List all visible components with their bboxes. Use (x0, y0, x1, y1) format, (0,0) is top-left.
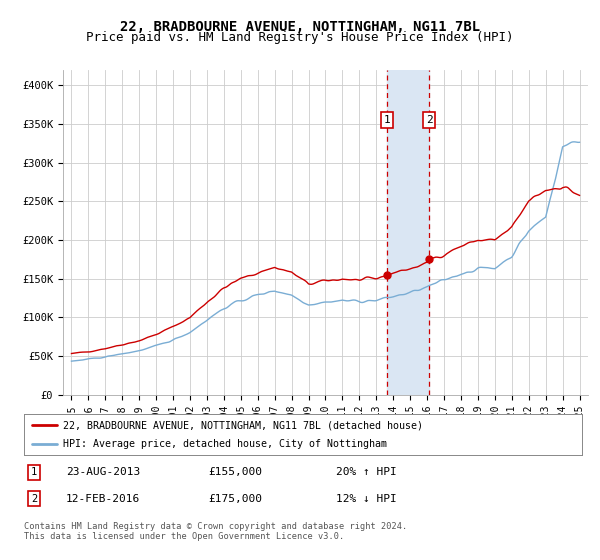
Text: 2: 2 (426, 115, 433, 125)
Text: Contains HM Land Registry data © Crown copyright and database right 2024.
This d: Contains HM Land Registry data © Crown c… (24, 522, 407, 542)
Text: 12-FEB-2016: 12-FEB-2016 (66, 494, 140, 503)
Text: 22, BRADBOURNE AVENUE, NOTTINGHAM, NG11 7BL: 22, BRADBOURNE AVENUE, NOTTINGHAM, NG11 … (120, 20, 480, 34)
Text: HPI: Average price, detached house, City of Nottingham: HPI: Average price, detached house, City… (63, 439, 387, 449)
Text: 23-AUG-2013: 23-AUG-2013 (66, 468, 140, 477)
Bar (387, 70, 429, 395)
Text: £175,000: £175,000 (208, 494, 262, 503)
Text: 1: 1 (31, 468, 37, 477)
Text: £155,000: £155,000 (208, 468, 262, 477)
Text: 20% ↑ HPI: 20% ↑ HPI (337, 468, 397, 477)
Text: 22, BRADBOURNE AVENUE, NOTTINGHAM, NG11 7BL (detached house): 22, BRADBOURNE AVENUE, NOTTINGHAM, NG11 … (63, 421, 423, 430)
Text: 12% ↓ HPI: 12% ↓ HPI (337, 494, 397, 503)
Text: 2: 2 (31, 494, 37, 503)
Text: 1: 1 (384, 115, 391, 125)
Text: Price paid vs. HM Land Registry's House Price Index (HPI): Price paid vs. HM Land Registry's House … (86, 31, 514, 44)
